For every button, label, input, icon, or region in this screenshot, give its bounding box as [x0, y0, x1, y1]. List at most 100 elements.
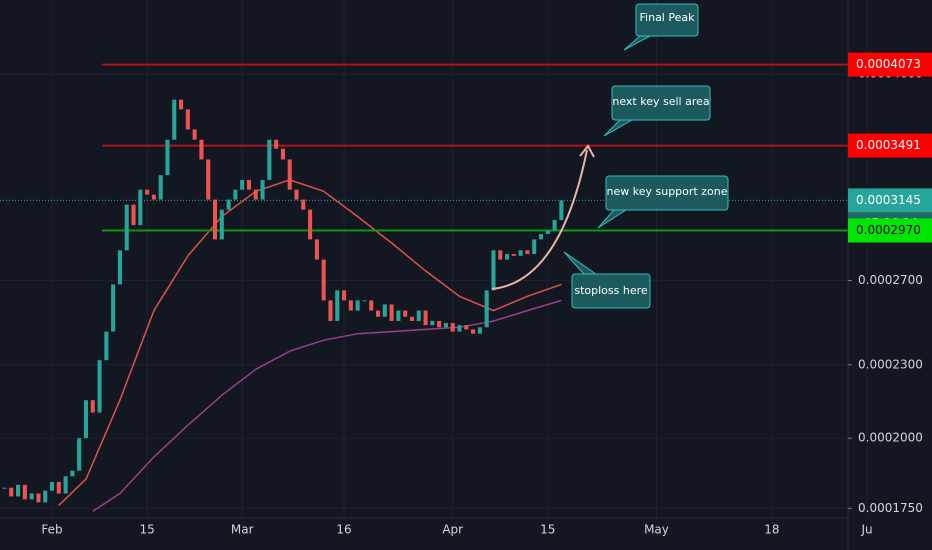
x-tick-label: 18 [764, 523, 779, 537]
y-tick-label: 0.0001750 [858, 501, 923, 515]
candle-body [328, 300, 333, 321]
candle-body [274, 139, 279, 149]
callout: Final Peak [623, 3, 699, 51]
candle-body [199, 139, 204, 160]
candle-body [443, 323, 448, 328]
candle-body [22, 484, 27, 500]
candle-body [518, 250, 523, 256]
candle-body [416, 310, 421, 321]
candle-body [335, 290, 340, 321]
candle-body [375, 310, 381, 317]
price-label-text: 0.0002970 [856, 223, 921, 237]
candle-body [342, 290, 347, 301]
x-tick-label: Feb [41, 523, 62, 537]
callout-box [571, 273, 651, 309]
candle-body [56, 481, 61, 494]
callout-text: stoploss here [574, 284, 648, 297]
candle-body [185, 109, 190, 130]
x-tick-label: Ju [860, 523, 872, 537]
candle-body [464, 325, 469, 330]
candle-body [83, 400, 89, 439]
candle-body [545, 230, 550, 235]
x-tick-label: May [644, 523, 669, 537]
moving-average [58, 179, 562, 506]
price-label [848, 218, 932, 243]
candle-body [511, 253, 516, 256]
callout-pointer [623, 35, 651, 51]
price-label [848, 188, 932, 213]
candle-body [49, 481, 55, 491]
candle-body [382, 304, 387, 317]
candle-body [532, 239, 537, 254]
candle-body [29, 493, 34, 500]
callout-pointer [563, 251, 597, 275]
candle-body [77, 438, 82, 471]
candle-body [321, 259, 326, 301]
candle-body [246, 179, 252, 190]
candle-body [484, 290, 489, 328]
candle-body [369, 300, 374, 311]
callout-text: new key support zone [607, 185, 728, 198]
candle-body [260, 179, 265, 200]
callout-box [635, 3, 699, 37]
candle-body [437, 320, 442, 328]
price-label-text: 0.0003145 [856, 193, 921, 207]
candle-body [90, 400, 95, 413]
candle-body [145, 189, 150, 195]
callout-pointer [603, 119, 633, 137]
candle-body [212, 199, 218, 240]
y-tick-label: 0.0002700 [858, 273, 923, 287]
candle-body [505, 253, 510, 260]
candle-body [165, 139, 170, 176]
candle-body [104, 331, 109, 361]
candle-body [131, 204, 136, 226]
candle-body [16, 484, 21, 497]
candle-body [172, 99, 177, 140]
candle-body [267, 139, 272, 180]
y-tick-label: 0.0002000 [858, 431, 923, 445]
candle-body [430, 320, 435, 326]
candle-body [9, 487, 14, 497]
callout: new key support zone [597, 175, 729, 229]
x-tick-label: Apr [442, 523, 463, 537]
candle-body [362, 300, 367, 302]
candle-body [192, 129, 197, 140]
candle-body [111, 284, 116, 332]
callout: next key sell area [603, 85, 711, 137]
candle-body [403, 310, 408, 317]
x-tick-label: 16 [336, 523, 351, 537]
candle-body [552, 219, 557, 231]
candle-body [117, 250, 122, 285]
callout-text: Final Peak [640, 11, 696, 24]
candle-body [389, 304, 394, 321]
x-tick-label: 15 [139, 523, 154, 537]
candle-body [280, 148, 285, 160]
candle-body [151, 194, 156, 200]
candle-body [559, 200, 564, 220]
price-label-text: 0.0003491 [856, 138, 921, 152]
candle-body [287, 159, 292, 190]
candle-body [158, 175, 163, 200]
candle-body [2, 487, 7, 489]
candle-body [525, 250, 530, 254]
candle-body [423, 310, 428, 326]
candle-body [457, 325, 462, 332]
candle-body [477, 327, 482, 334]
x-tick-label: 15 [540, 523, 555, 537]
candle-body [240, 179, 245, 190]
arrow-head [579, 144, 595, 158]
price-axis: 0.0001750 0.0002000 0.0002300 0.0002700 0.00… [848, 52, 932, 515]
candle-body [355, 300, 360, 311]
candle-body [97, 360, 102, 413]
callout-box [611, 85, 711, 121]
price-label [848, 133, 932, 158]
candle-body [233, 189, 238, 200]
price-label-text: 0.0004073 [856, 57, 921, 71]
candle-body [314, 239, 319, 260]
moving-average [92, 299, 562, 512]
candle-body [179, 99, 184, 110]
candle-body [538, 234, 544, 240]
candle-body [36, 493, 41, 503]
